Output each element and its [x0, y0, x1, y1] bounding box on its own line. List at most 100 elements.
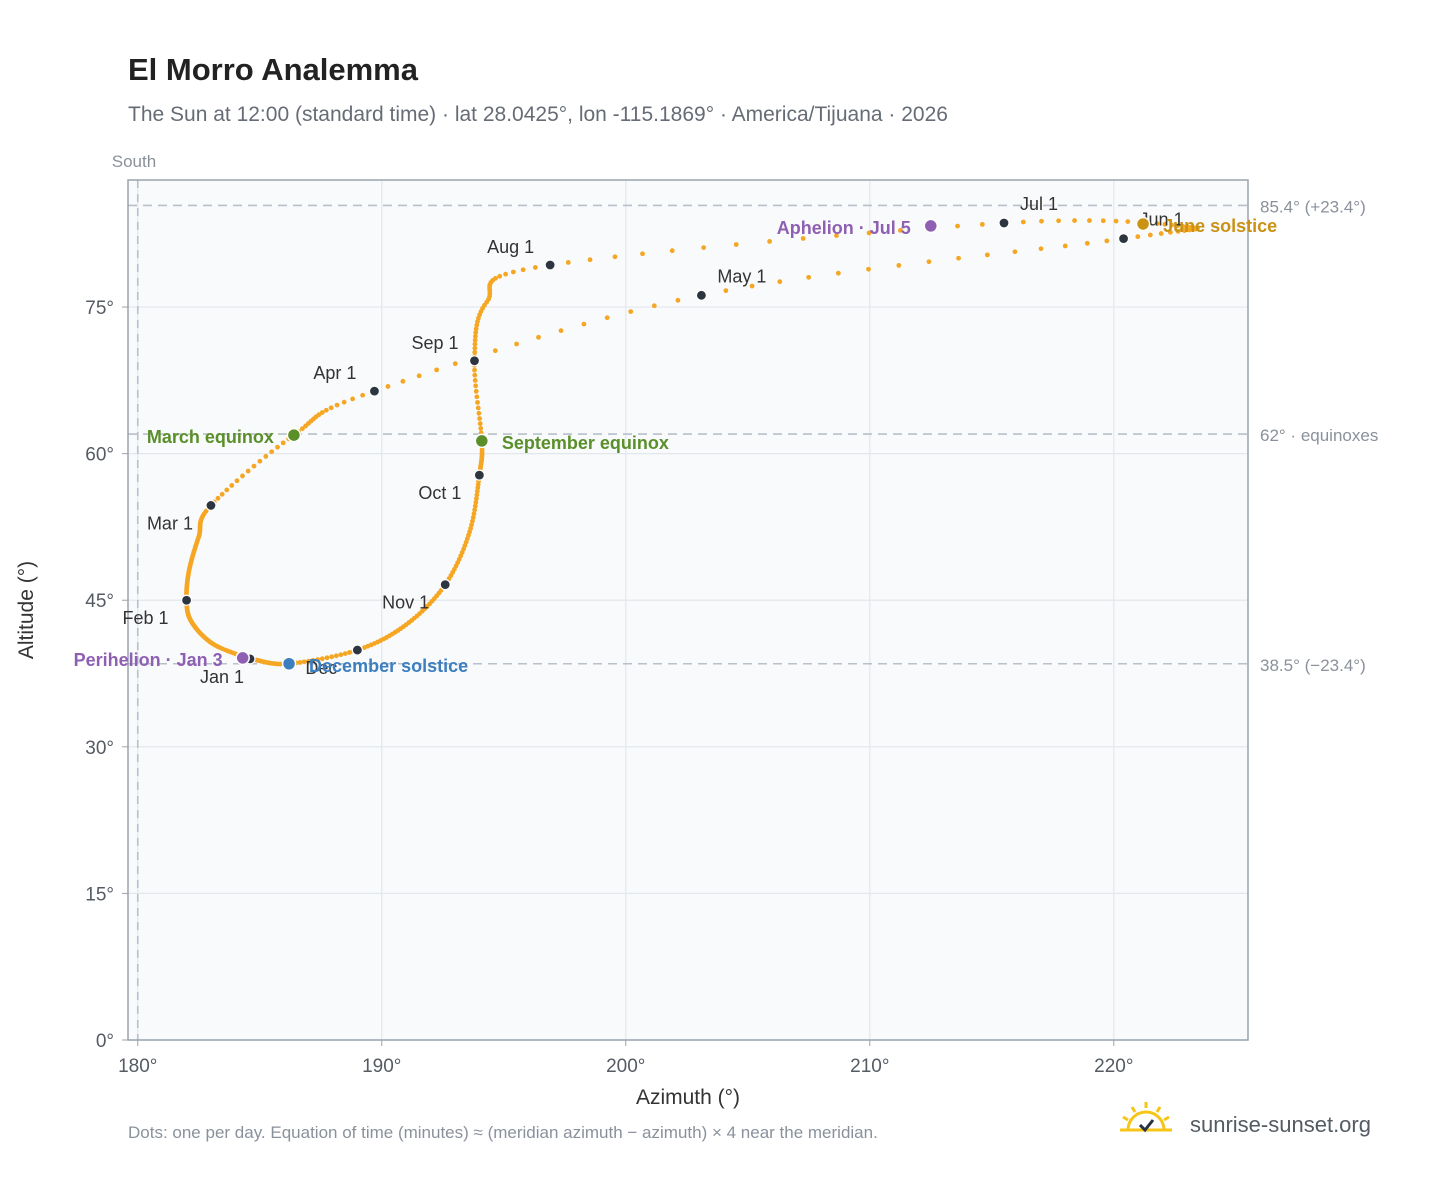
- day-dot: [835, 270, 841, 276]
- day-dot: [472, 333, 478, 339]
- day-dot: [329, 654, 335, 660]
- day-dot: [280, 440, 286, 446]
- event-marker: [286, 427, 302, 443]
- day-dot: [472, 345, 478, 351]
- day-dot: [240, 473, 245, 479]
- month-marker: [544, 259, 556, 271]
- day-dot: [470, 518, 475, 524]
- footnote: Dots: one per day. Equation of time (min…: [128, 1123, 878, 1142]
- day-dot: [1039, 218, 1044, 224]
- day-dot: [477, 416, 482, 421]
- day-dot: [328, 405, 334, 411]
- day-dot: [1100, 218, 1106, 224]
- day-dot: [558, 328, 564, 334]
- day-dot: [733, 242, 739, 247]
- day-dot: [767, 239, 772, 244]
- y-tick-label: 75°: [85, 298, 114, 319]
- day-dot: [477, 421, 483, 427]
- day-dot: [503, 271, 509, 277]
- month-label: Aug 1: [487, 237, 534, 257]
- month-marker: [439, 578, 451, 591]
- event-marker: [235, 650, 250, 666]
- plot-frame: [127, 179, 1249, 1041]
- day-dot: [475, 405, 481, 411]
- day-dot: [400, 378, 406, 384]
- day-dot: [470, 514, 476, 520]
- event-label: Aphelion · Jul 5: [777, 218, 911, 238]
- day-dot: [475, 399, 480, 405]
- month-label: Mar 1: [147, 513, 193, 533]
- day-dot: [474, 492, 480, 498]
- day-dot: [341, 399, 347, 405]
- sun-check-icon: [1120, 1102, 1172, 1133]
- day-dot: [323, 407, 329, 413]
- event-marker: [474, 433, 490, 449]
- day-dot: [492, 348, 498, 354]
- x-axis-title: Azimuth (°): [636, 1086, 740, 1109]
- y-axis-title: Altitude (°): [15, 561, 38, 659]
- day-dot: [510, 269, 516, 275]
- day-dot: [669, 248, 675, 254]
- brand[interactable]: sunrise-sunset.org: [1120, 1100, 1390, 1150]
- day-dot: [333, 653, 339, 659]
- day-dot: [1056, 218, 1061, 224]
- day-dot: [604, 315, 610, 321]
- day-dot: [472, 367, 477, 373]
- day-dot: [800, 236, 806, 241]
- day-dot: [257, 458, 263, 464]
- day-dot: [723, 288, 729, 294]
- y-tick-label: 60°: [85, 445, 114, 466]
- day-dot: [1062, 243, 1068, 249]
- day-dot: [497, 273, 503, 279]
- day-dot: [896, 262, 902, 268]
- day-dot: [301, 659, 307, 665]
- day-dot: [342, 651, 348, 657]
- day-dot: [472, 341, 478, 347]
- month-label: Oct 1: [418, 483, 461, 503]
- day-dot: [651, 303, 657, 309]
- day-dot: [300, 426, 305, 432]
- day-dot: [628, 309, 634, 314]
- event-marker: [1135, 216, 1151, 232]
- day-dot: [472, 507, 478, 513]
- x-tick-label: 180°: [118, 1056, 157, 1077]
- day-dot: [1182, 228, 1187, 234]
- day-dot: [565, 260, 571, 265]
- event-label: Perihelion · Jan 3: [74, 650, 223, 670]
- day-dot: [229, 483, 235, 488]
- x-tick-label: 220°: [1094, 1056, 1133, 1077]
- y-tick-label: 0°: [96, 1031, 114, 1052]
- month-marker: [998, 217, 1010, 229]
- day-dot: [219, 491, 225, 497]
- event-marker: [923, 218, 939, 234]
- day-dot: [474, 322, 480, 328]
- month-label: May 1: [717, 266, 766, 286]
- day-dot: [955, 223, 960, 229]
- reference-line-label: 62° · equinoxes: [1260, 426, 1378, 445]
- day-dot: [347, 650, 352, 655]
- day-dot: [979, 221, 985, 227]
- event-marker: [281, 656, 297, 671]
- day-dot: [251, 463, 257, 469]
- day-dot: [1072, 218, 1077, 223]
- day-dot: [1038, 246, 1044, 252]
- month-label: Jun 1: [1140, 210, 1184, 230]
- month-label: Apr 1: [313, 363, 356, 383]
- day-dot: [350, 396, 356, 402]
- day-dot: [532, 265, 538, 270]
- day-dot: [984, 252, 990, 258]
- day-dot: [866, 230, 872, 236]
- day-dot: [472, 337, 478, 343]
- day-dot: [319, 410, 325, 415]
- month-label: Jan 1: [200, 667, 244, 687]
- day-dot: [866, 266, 871, 272]
- day-dot: [1180, 223, 1186, 229]
- day-dot: [473, 326, 479, 332]
- day-dot: [1012, 249, 1018, 255]
- brand-name: sunrise-sunset.org: [1190, 1112, 1371, 1137]
- day-dot: [360, 392, 366, 398]
- day-dot: [472, 349, 478, 355]
- y-tick-label: 30°: [85, 738, 114, 759]
- event-label: December solstice: [309, 656, 468, 676]
- chart-subtitle: The Sun at 12:00 (standard time) · lat 2…: [128, 103, 948, 126]
